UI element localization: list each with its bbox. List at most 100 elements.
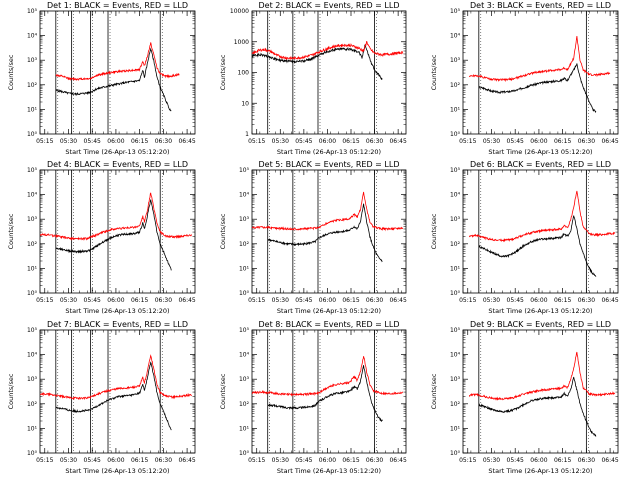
y-tick-label: 10⁰ bbox=[450, 450, 461, 457]
series-lld bbox=[252, 356, 404, 397]
y-tick-label: 10⁵ bbox=[27, 8, 38, 15]
x-axis-label: Start Time (26-Apr-13 05:12:20) bbox=[488, 148, 592, 156]
y-axis-label: Counts/sec bbox=[7, 213, 15, 249]
x-tick-label: 05:30 bbox=[272, 457, 289, 464]
chart-title: Det 4: BLACK = Events, RED = LLD bbox=[47, 160, 188, 169]
y-tick-label: 10² bbox=[27, 401, 38, 408]
y-tick-label: 10² bbox=[239, 401, 250, 408]
y-axis-label: Counts/sec bbox=[430, 213, 438, 249]
panel-det-9: Det 9: BLACK = Events, RED = LLD Start Ti… bbox=[430, 320, 619, 475]
y-tick-label: 10² bbox=[239, 241, 250, 248]
plot-frame bbox=[462, 169, 619, 294]
chart-title: Det 9: BLACK = Events, RED = LLD bbox=[470, 320, 611, 329]
chart-title: Det 8: BLACK = Events, RED = LLD bbox=[259, 320, 400, 329]
y-tick-label: 10³ bbox=[239, 216, 250, 223]
y-tick-label: 10⁵ bbox=[239, 167, 250, 174]
x-tick-label: 06:15 bbox=[554, 297, 571, 304]
x-tick-label: 05:45 bbox=[507, 457, 524, 464]
x-tick-label: 06:30 bbox=[155, 297, 172, 304]
x-tick-label: 06:45 bbox=[178, 457, 195, 464]
x-tick-label: 06:45 bbox=[389, 297, 406, 304]
y-tick-label: 10⁰ bbox=[450, 131, 461, 138]
series-events bbox=[55, 361, 172, 431]
y-tick-label: 10² bbox=[27, 241, 38, 248]
series-lld bbox=[40, 192, 192, 241]
y-tick-label: 10⁴ bbox=[27, 33, 38, 40]
x-tick-label: 05:30 bbox=[272, 138, 289, 145]
y-tick-label: 10¹ bbox=[450, 265, 461, 272]
plot-frame bbox=[251, 329, 407, 454]
y-tick-label: 10² bbox=[450, 401, 461, 408]
plot-frame bbox=[39, 329, 196, 454]
x-tick-label: 06:45 bbox=[389, 138, 406, 145]
panel-det-8: Det 8: BLACK = Events, RED = LLD Start Ti… bbox=[219, 320, 407, 475]
series-events bbox=[478, 63, 597, 114]
x-tick-label: 05:30 bbox=[60, 457, 77, 464]
series-lld bbox=[55, 42, 180, 82]
x-tick-label: 06:00 bbox=[530, 138, 547, 145]
y-tick-label: 10¹ bbox=[27, 106, 38, 113]
x-tick-label: 06:15 bbox=[131, 297, 148, 304]
y-tick-label: 10¹ bbox=[27, 265, 38, 272]
y-axis-label: Counts/sec bbox=[219, 373, 227, 409]
y-tick-label: 10⁰ bbox=[239, 290, 250, 297]
y-tick-label: 10³ bbox=[27, 376, 38, 383]
y-tick-label: 10⁵ bbox=[27, 327, 38, 334]
y-axis-label: Counts/sec bbox=[430, 373, 438, 409]
x-tick-label: 05:15 bbox=[459, 138, 476, 145]
plot-frame bbox=[251, 169, 407, 294]
x-tick-label: 05:15 bbox=[36, 297, 53, 304]
x-tick-label: 06:45 bbox=[601, 138, 618, 145]
y-tick-label: 10³ bbox=[450, 57, 461, 64]
x-tick-label: 05:45 bbox=[84, 297, 101, 304]
x-tick-label: 06:00 bbox=[530, 457, 547, 464]
x-tick-label: 06:15 bbox=[342, 297, 359, 304]
x-axis-label: Start Time (26-Apr-13 05:12:20) bbox=[65, 307, 169, 315]
series-events bbox=[478, 376, 597, 437]
x-tick-label: 06:00 bbox=[107, 457, 124, 464]
x-axis-label: Start Time (26-Apr-13 05:12:20) bbox=[277, 467, 381, 475]
x-tick-label: 05:30 bbox=[483, 457, 500, 464]
x-tick-label: 05:30 bbox=[272, 297, 289, 304]
plot-frame bbox=[39, 169, 196, 294]
y-tick-label: 10000 bbox=[230, 8, 249, 15]
x-tick-label: 06:15 bbox=[131, 138, 148, 145]
x-tick-label: 06:15 bbox=[131, 457, 148, 464]
y-tick-label: 10⁰ bbox=[450, 290, 461, 297]
x-tick-label: 05:15 bbox=[459, 457, 476, 464]
chart-title: Det 6: BLACK = Events, RED = LLD bbox=[470, 160, 611, 169]
panel-det-2: Det 2: BLACK = Events, RED = LLD Start Ti… bbox=[219, 1, 407, 156]
series-events bbox=[267, 365, 383, 423]
chart-title: Det 1: BLACK = Events, RED = LLD bbox=[47, 1, 188, 10]
plot-frame bbox=[462, 10, 619, 135]
y-tick-label: 10¹ bbox=[27, 425, 38, 432]
x-axis-label: Start Time (26-Apr-13 05:12:20) bbox=[65, 148, 169, 156]
x-tick-label: 05:30 bbox=[60, 138, 77, 145]
x-tick-label: 06:30 bbox=[578, 457, 595, 464]
x-tick-label: 06:45 bbox=[601, 297, 618, 304]
series-events bbox=[252, 44, 383, 81]
y-tick-label: 10⁰ bbox=[27, 131, 38, 138]
x-tick-label: 05:45 bbox=[295, 457, 312, 464]
x-tick-label: 05:15 bbox=[248, 138, 265, 145]
y-axis-label: Counts/sec bbox=[7, 54, 15, 90]
y-axis-label: Counts/sec bbox=[7, 373, 15, 409]
series-lld bbox=[468, 351, 616, 402]
y-tick-label: 10¹ bbox=[239, 265, 250, 272]
x-tick-label: 05:15 bbox=[36, 457, 53, 464]
y-tick-label: 10⁵ bbox=[450, 327, 461, 334]
x-tick-label: 06:45 bbox=[601, 457, 618, 464]
x-tick-label: 06:45 bbox=[389, 457, 406, 464]
x-tick-label: 06:45 bbox=[178, 138, 195, 145]
y-tick-label: 10³ bbox=[450, 376, 461, 383]
y-tick-label: 10¹ bbox=[239, 425, 250, 432]
series-events bbox=[55, 47, 172, 112]
x-tick-label: 06:15 bbox=[554, 138, 571, 145]
x-tick-label: 05:45 bbox=[507, 297, 524, 304]
x-tick-label: 05:30 bbox=[483, 297, 500, 304]
y-tick-label: 10¹ bbox=[450, 425, 461, 432]
y-tick-label: 10 bbox=[241, 100, 249, 107]
y-tick-label: 10⁵ bbox=[239, 327, 250, 334]
y-axis-label: Counts/sec bbox=[219, 213, 227, 249]
